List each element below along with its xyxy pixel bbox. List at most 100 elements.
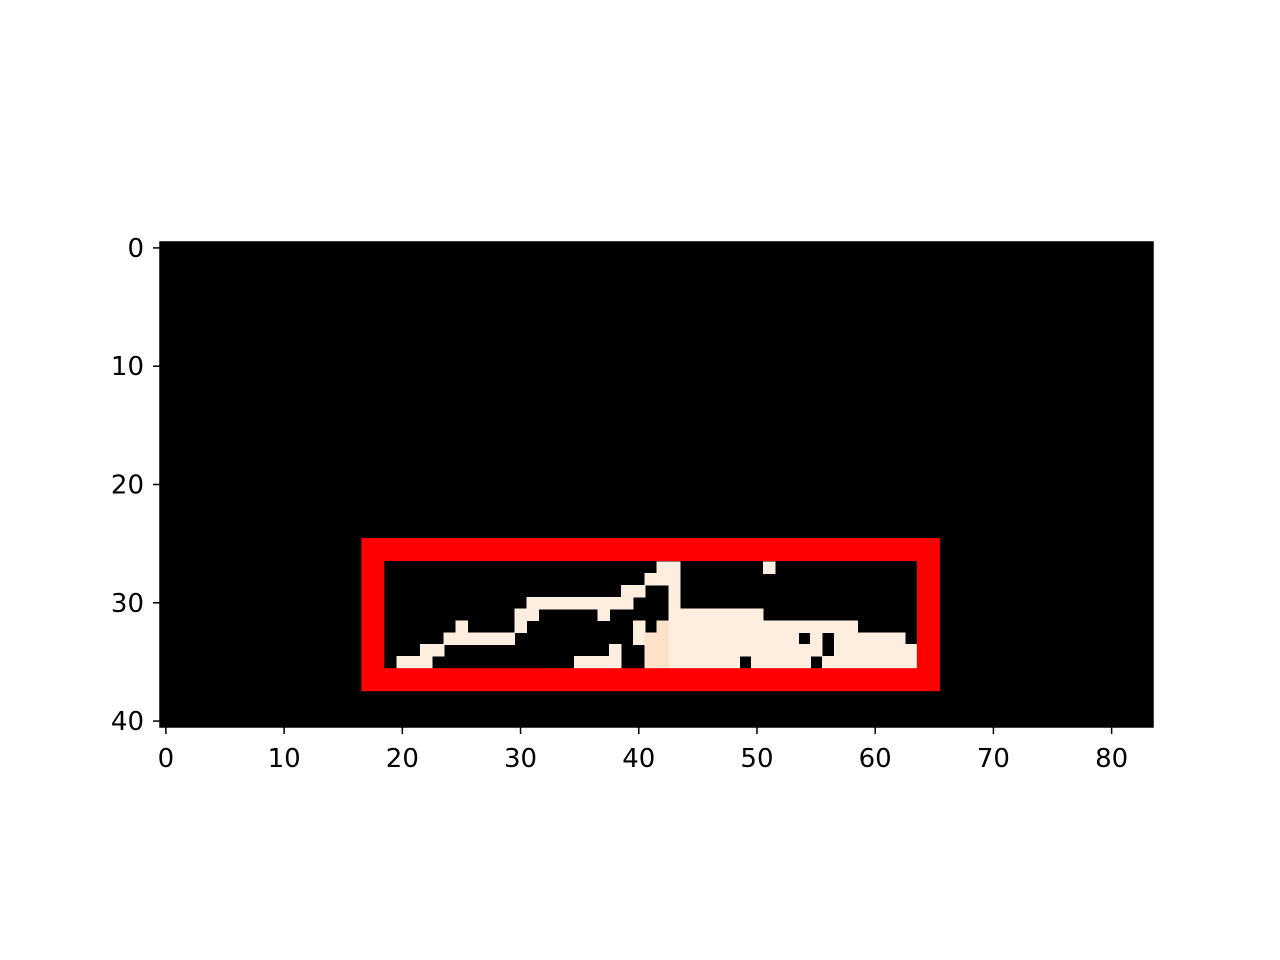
x-tick-label: 80	[1095, 744, 1128, 774]
heatmap-pixel	[420, 644, 433, 657]
x-tick-label: 30	[504, 744, 537, 774]
heatmap-pixel	[585, 656, 598, 669]
heatmap-pixel	[727, 620, 740, 633]
heatmap-pixel	[774, 656, 788, 669]
heatmap-pixel	[727, 608, 740, 622]
heatmap-pixel	[632, 585, 646, 598]
heatmap-pixel	[632, 632, 646, 645]
heatmap-pixel	[703, 632, 717, 645]
axes: 0 10 20 30 40 50 60 70 80 0 10 20 30 40	[111, 234, 1154, 774]
heatmap-pixel	[491, 632, 504, 645]
heatmap-pixel	[774, 620, 788, 633]
heatmap-pixel	[751, 620, 764, 633]
heatmap-pixel	[703, 620, 717, 633]
heatmap-pixel	[845, 632, 859, 645]
heatmap-pixel	[715, 608, 729, 622]
heatmap-pixel	[408, 656, 421, 669]
x-tick-label: 20	[386, 744, 419, 774]
heatmap-pixel	[621, 596, 634, 610]
heatmap-pixel	[857, 656, 870, 669]
heatmap-pixel	[751, 608, 764, 622]
heatmap-pixel	[609, 656, 622, 669]
heatmap-pixel	[762, 632, 776, 645]
bounding-box-annotation	[361, 538, 940, 692]
heatmap-pixel	[656, 620, 669, 633]
heatmap-pixel	[845, 620, 859, 633]
heatmap-pixel	[680, 608, 693, 622]
heatmap-pixel	[680, 620, 693, 633]
heatmap-pixel	[762, 656, 776, 669]
heatmap-pixel	[396, 656, 409, 669]
heatmap-pixel	[668, 573, 681, 586]
heatmap-pixel	[845, 656, 859, 669]
heatmap-pixel	[857, 644, 870, 657]
heatmap-pixel	[431, 644, 445, 657]
heatmap-pixel	[668, 608, 681, 622]
heatmap-pixel	[739, 632, 752, 645]
heatmap-pixel	[727, 644, 740, 657]
y-tick-label: 20	[111, 471, 144, 501]
heatmap-pixel	[810, 620, 823, 633]
heatmap-pixel	[656, 632, 669, 645]
axes-frame	[159, 241, 1154, 728]
heatmap-pixel	[892, 632, 906, 645]
heatmap-pixel	[786, 656, 799, 669]
heatmap-pixel	[668, 620, 681, 633]
heatmap-pixel	[526, 596, 539, 610]
heatmap-pixel	[443, 632, 457, 645]
heatmap-pixel	[751, 644, 764, 657]
y-tick-label: 10	[111, 352, 144, 382]
heatmap-pixel	[597, 608, 610, 622]
heatmap-pixel	[632, 620, 646, 633]
x-tick-label: 70	[977, 744, 1010, 774]
heatmap-pixel	[585, 596, 598, 610]
x-tick-label: 0	[158, 744, 175, 774]
heatmap-pixel	[668, 656, 681, 669]
heatmap-pixel	[810, 632, 823, 645]
heatmap-pixel	[680, 644, 693, 657]
heatmap-pixel	[691, 620, 705, 633]
heatmap-pixel	[538, 596, 551, 610]
heatmap-pixel	[822, 620, 835, 633]
heatmap-pixel	[455, 632, 468, 645]
heatmap-pixel	[881, 644, 894, 657]
annotation-layer	[361, 538, 940, 692]
heatmap-pixel	[609, 644, 622, 657]
heatmap-pixel	[727, 632, 740, 645]
heatmap-pixel	[644, 632, 658, 645]
heatmap-pixel	[762, 620, 776, 633]
heatmap-pixel	[609, 596, 622, 610]
heatmap-pixel	[715, 644, 729, 657]
heatmap-pixel	[691, 608, 705, 622]
heatmap-pixel	[715, 656, 729, 669]
heatmap-pixel	[561, 596, 575, 610]
x-tick-label: 10	[268, 744, 301, 774]
heatmap-pixel	[833, 632, 847, 645]
heatmap-pixel	[703, 644, 717, 657]
heatmap-pixel	[762, 644, 776, 657]
heatmap-pixel	[644, 644, 658, 657]
heatmap-pixel	[798, 656, 811, 669]
heatmap-pixel	[869, 656, 882, 669]
heatmap-pixel	[467, 632, 480, 645]
y-tick-label: 40	[111, 707, 144, 737]
heatmap-pixel	[881, 632, 894, 645]
heatmap-pixel	[703, 608, 717, 622]
heatmap-pixel	[502, 632, 516, 645]
heatmap-pixel	[774, 632, 788, 645]
heatmap-pixel	[786, 632, 799, 645]
heatmap-pixel	[857, 632, 870, 645]
heatmap-pixel	[573, 656, 587, 669]
y-tick-label: 0	[127, 234, 144, 264]
heatmap-pixel	[550, 596, 563, 610]
heatmap-pixel	[727, 656, 740, 669]
heatmap-pixel	[514, 620, 528, 633]
heatmap-pixel	[739, 620, 752, 633]
heatmap-pixel	[680, 656, 693, 669]
heatmap-pixel	[798, 620, 811, 633]
y-tick-label: 30	[111, 589, 144, 619]
x-tick-label: 50	[740, 744, 773, 774]
heatmap-pixel	[845, 644, 859, 657]
heatmap-pixel	[455, 620, 468, 633]
